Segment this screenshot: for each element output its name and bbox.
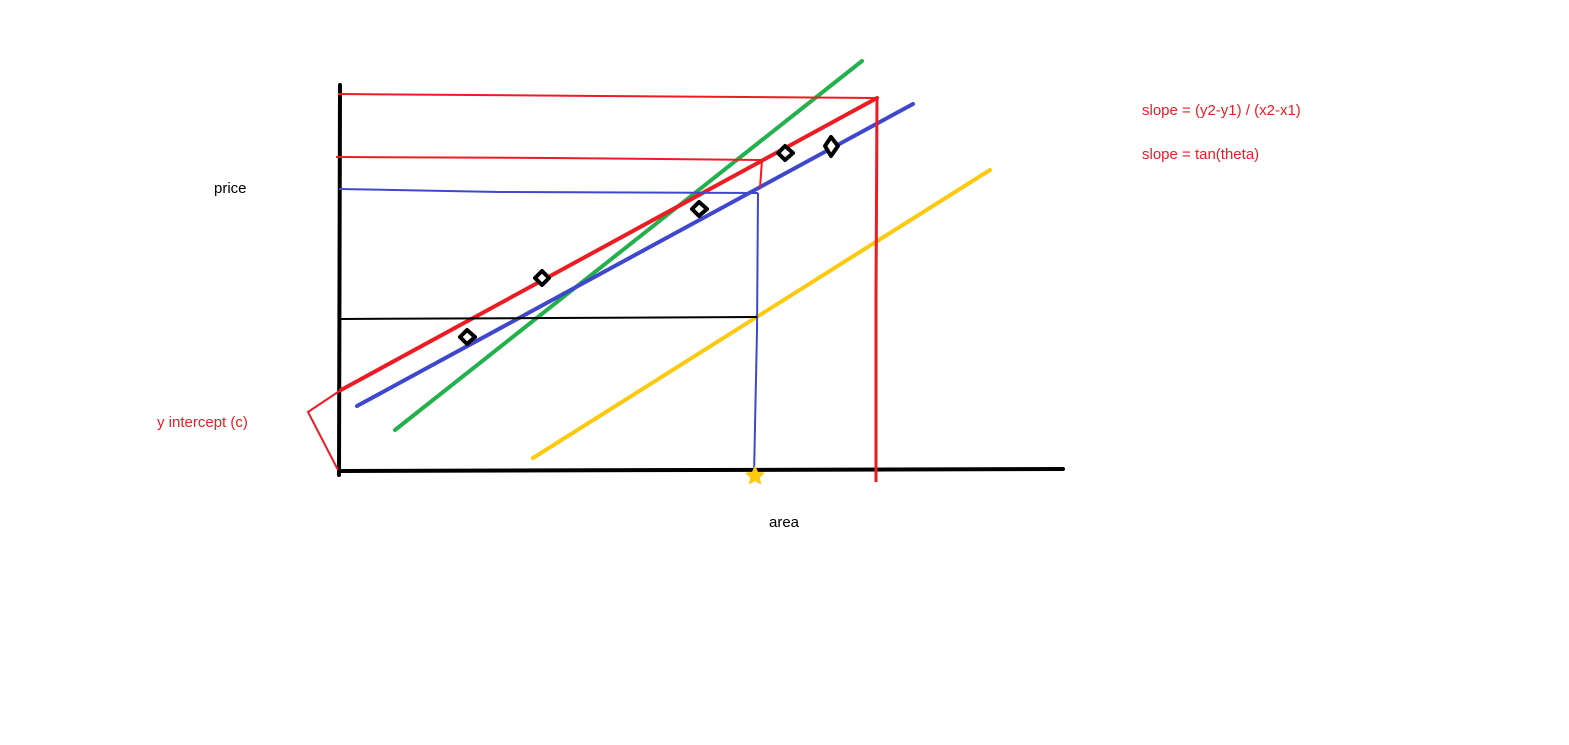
prediction-star-icon (745, 466, 765, 485)
data-point-diamond-icon (823, 135, 840, 158)
blue-regression-line (355, 102, 915, 408)
blue-vertical-guide (753, 192, 759, 476)
yellow-regression-line (531, 168, 992, 460)
y-intercept-label: y intercept (c) (157, 414, 248, 431)
red-short-vertical-guide (759, 159, 763, 189)
data-point-diamond-icon (690, 200, 709, 218)
y-intercept-bracket (306, 389, 342, 471)
red-middle-horizontal-guide (335, 156, 763, 161)
red-best-fit-line (339, 96, 879, 392)
y-axis (337, 83, 342, 477)
blue-horizontal-guide (338, 188, 759, 194)
x-axis-label: area (769, 514, 800, 531)
red-right-vertical-guide (874, 97, 879, 482)
slope-formula-label: slope = (y2-y1) / (x2-x1) (1142, 102, 1301, 119)
data-point-diamond-icon (533, 269, 551, 287)
green-regression-line (393, 59, 864, 432)
red-top-horizontal-guide (337, 93, 878, 99)
data-point-diamond-icon (458, 328, 477, 346)
data-points (458, 135, 840, 346)
x-axis (337, 467, 1065, 473)
data-point-diamond-icon (776, 144, 795, 162)
y-axis-label: price (214, 180, 247, 197)
black-horizontal-guide (340, 316, 758, 320)
slope-tan-label: slope = tan(theta) (1142, 146, 1260, 163)
